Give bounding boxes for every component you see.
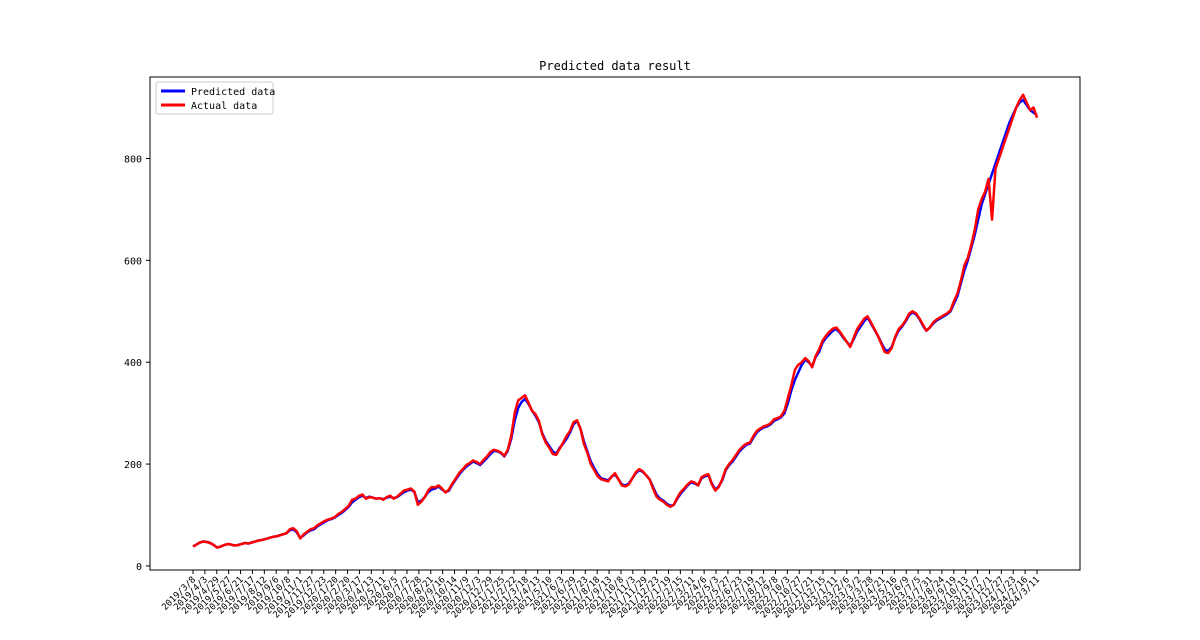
legend-label-actual: Actual data: [191, 101, 257, 112]
legend-label-predicted: Predicted data: [191, 87, 275, 98]
plot-lines: [192, 93, 1039, 549]
x-axis: 2019/3/82019/4/32019/4/292019/5/272019/6…: [160, 570, 1042, 620]
legend: Predicted data Actual data: [155, 81, 275, 115]
chart-title: Predicted data result: [539, 59, 691, 73]
legend-box: [155, 81, 274, 115]
plot-area-frame: [149, 76, 1081, 571]
y-axis: 0 200 400 600 800: [124, 154, 150, 573]
series-line-actual: [192, 93, 1039, 549]
y-tick-label: 600: [124, 256, 142, 267]
y-tick-label: 800: [124, 154, 142, 165]
y-tick-label: 0: [136, 562, 142, 573]
y-tick-label: 200: [124, 460, 142, 471]
y-tick-label: 400: [124, 358, 142, 369]
